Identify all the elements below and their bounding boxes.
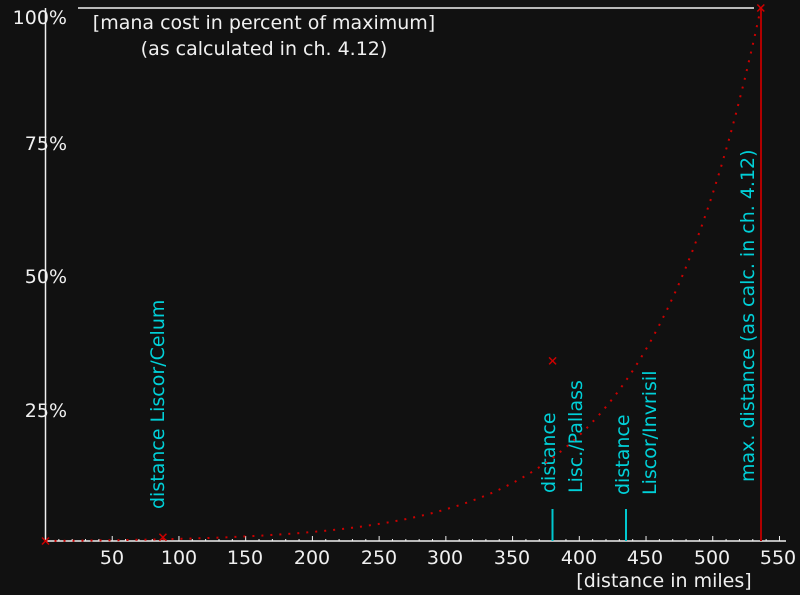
x-tick-300: 300 [427,547,463,569]
x-tick-400: 400 [561,547,597,569]
marker-x-icon [756,3,765,13]
annotation-max-distance: max. distance (as calc. in ch. 4.12) [737,149,759,482]
annotation-ticks [551,509,627,541]
data-point-markers [41,3,765,546]
chart-subtitle: (as calculated in ch. 4.12) [141,38,388,60]
y-tick-25: 25% [25,400,67,422]
x-tick-550: 550 [760,547,796,569]
marker-x-icon [548,356,557,365]
x-tick-50: 50 [100,547,124,569]
x-tick-350: 350 [494,547,530,569]
annotation-pallass-line1: distance [538,412,560,493]
y-tick-100: 100% [13,7,67,29]
x-tick-100: 100 [161,547,197,569]
annotation-invrisil-line2: Liscor/Invrisil [639,371,661,495]
x-axis-label: [distance in miles] [576,570,751,592]
mana-cost-curve [45,7,762,542]
x-tick-200: 200 [294,547,330,569]
annotation-invrisil-line1: distance [612,414,634,495]
annotation-pallass-line2: Lisc./Pallass [565,380,587,493]
x-tick-150: 150 [227,547,263,569]
x-tick-450: 450 [627,547,663,569]
marker-x-icon [158,533,167,542]
chart-title: [mana cost in percent of maximum] [93,12,435,34]
x-tick-500: 500 [694,547,730,569]
marker-x-icon [41,536,50,546]
y-tick-50: 50% [25,266,67,288]
annotations: distance Liscor/Celum distance Lisc./Pal… [147,149,759,509]
x-tick-labels: 50 100 150 200 250 300 350 400 450 500 5… [100,547,796,569]
y-tick-75: 75% [25,133,67,155]
annotation-celum: distance Liscor/Celum [147,300,169,509]
axes [44,7,786,542]
y-tick-labels: 100% 75% 50% 25% [13,7,67,422]
x-tick-250: 250 [361,547,397,569]
